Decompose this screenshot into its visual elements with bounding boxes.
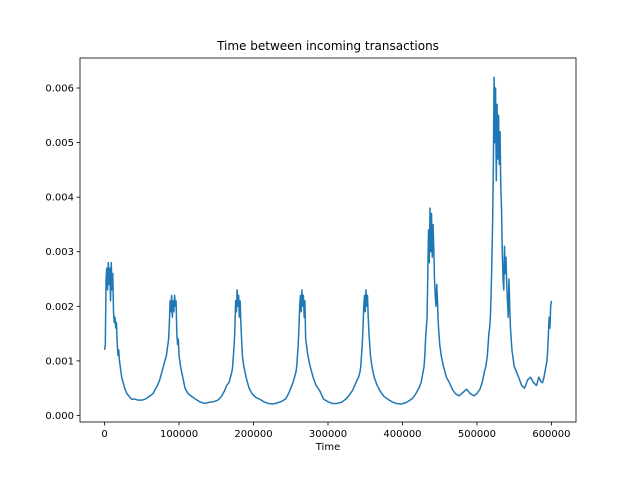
x-tick-label: 300000 (309, 429, 347, 440)
y-tick-label: 0.005 (45, 138, 74, 149)
x-tick-label: 0 (101, 429, 107, 440)
series-line-0 (103, 76, 553, 405)
y-tick-label: 0.004 (45, 193, 74, 204)
x-tick-label: 100000 (160, 429, 198, 440)
x-axis-title: Time (315, 442, 340, 453)
y-tick-label: 0.000 (45, 411, 74, 422)
y-tick-label: 0.001 (45, 356, 74, 367)
plot-area: 0 100000 200000 300000 400000 500000 600000 0.0… (45, 57, 577, 440)
x-tick-label: 200000 (234, 429, 272, 440)
y-tick-label: 0.003 (45, 247, 74, 258)
x-tick-label: 600000 (532, 429, 570, 440)
y-tick-label: 0.006 (45, 84, 74, 95)
y-tick-label: 0.002 (45, 302, 74, 313)
chart-title: Time between incoming transactions (216, 39, 439, 53)
x-tick-label: 500000 (458, 429, 496, 440)
x-tick-label: 400000 (383, 429, 421, 440)
